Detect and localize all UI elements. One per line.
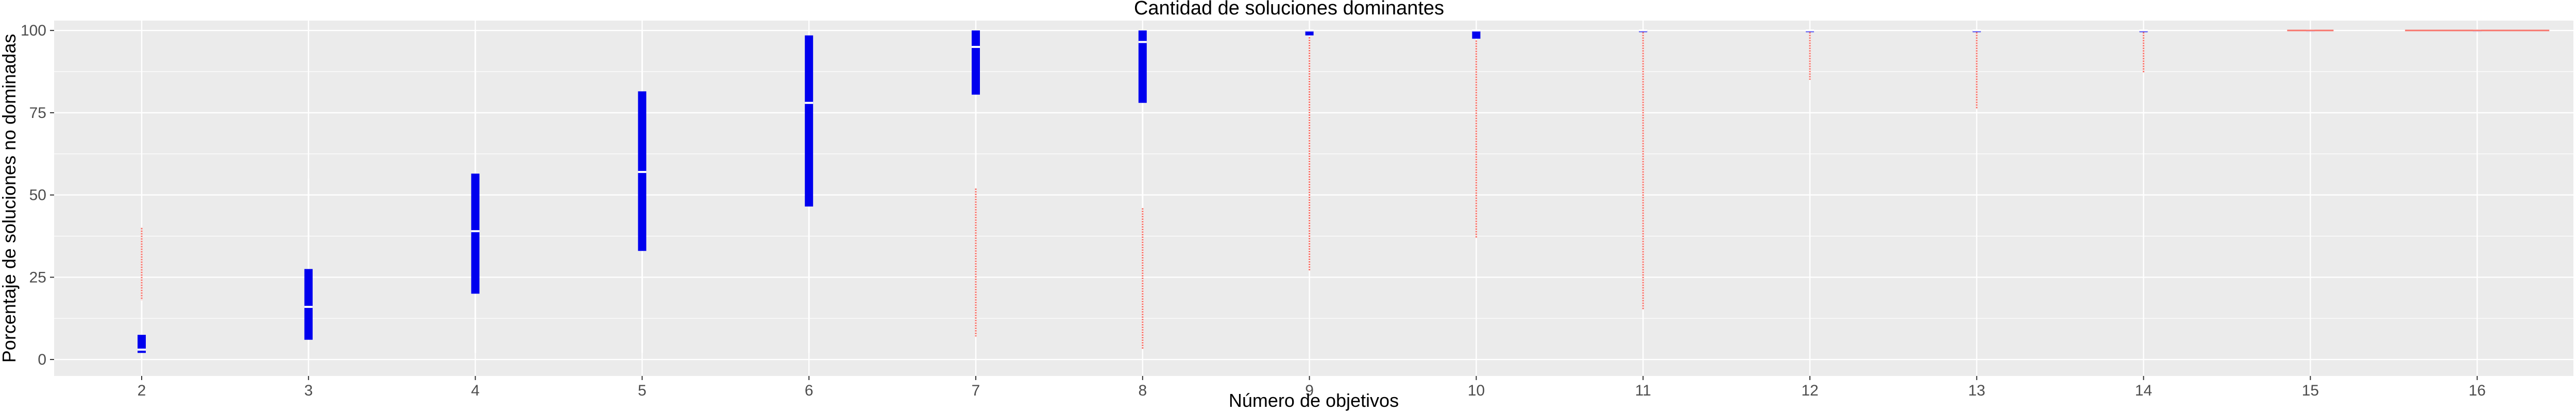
x-axis-title: Número de objetivos — [1229, 390, 1399, 411]
y-axis-title: Porcentaje de soluciones no dominadas — [0, 34, 20, 363]
box-group-14 — [2139, 29, 2148, 74]
x-tick-label: 12 — [1801, 382, 1818, 399]
x-tick-label: 6 — [805, 382, 814, 399]
box-body — [138, 335, 146, 353]
x-tick-label: 8 — [1138, 382, 1147, 399]
box-group-13 — [1972, 29, 1981, 110]
x-tick-label: 14 — [2135, 382, 2152, 399]
y-tick-label: 50 — [29, 187, 46, 204]
y-tick-label: 25 — [29, 269, 46, 286]
y-tick-label: 100 — [21, 22, 46, 39]
x-tick-label: 9 — [1305, 382, 1314, 399]
x-tick-label: 13 — [1968, 382, 1985, 399]
boxplot-layer — [138, 29, 2550, 360]
box-body — [304, 269, 313, 340]
box-group-10 — [1472, 29, 1481, 238]
box-group-8 — [1138, 30, 1147, 350]
x-tick-label: 15 — [2302, 382, 2319, 399]
box-body — [1472, 30, 1481, 39]
chart-title: Cantidad de soluciones dominantes — [1134, 0, 1444, 19]
box-group-3 — [304, 178, 313, 360]
x-tick-label: 7 — [972, 382, 980, 399]
x-tick-label: 16 — [2469, 382, 2486, 399]
box-group-7 — [972, 30, 980, 337]
box-body — [972, 30, 980, 95]
x-tick-label: 5 — [638, 382, 647, 399]
x-tick-label: 2 — [138, 382, 146, 399]
y-axis: 0 25 50 75 100 — [21, 22, 54, 368]
box-group-11 — [1639, 29, 1648, 311]
x-tick-label: 4 — [471, 382, 480, 399]
x-tick-label: 11 — [1635, 382, 1651, 399]
box-group-9 — [1305, 29, 1314, 271]
box-group-12 — [1806, 29, 1814, 80]
box-group-4 — [471, 30, 480, 353]
plot-panel — [54, 21, 2573, 376]
y-tick-label: 75 — [29, 105, 46, 122]
x-tick-label: 10 — [1468, 382, 1485, 399]
box-body — [471, 174, 480, 294]
box-group-6 — [805, 30, 814, 353]
y-tick-label: 0 — [38, 351, 46, 368]
box-body — [805, 35, 814, 207]
x-axis: 2 3 4 5 6 7 8 9 10 11 12 13 14 15 16 — [138, 376, 2486, 399]
box-group-5 — [638, 30, 647, 353]
box-group-2 — [138, 228, 146, 360]
box-body — [1138, 30, 1147, 103]
box-body — [1305, 30, 1314, 36]
x-tick-label: 3 — [304, 382, 313, 399]
